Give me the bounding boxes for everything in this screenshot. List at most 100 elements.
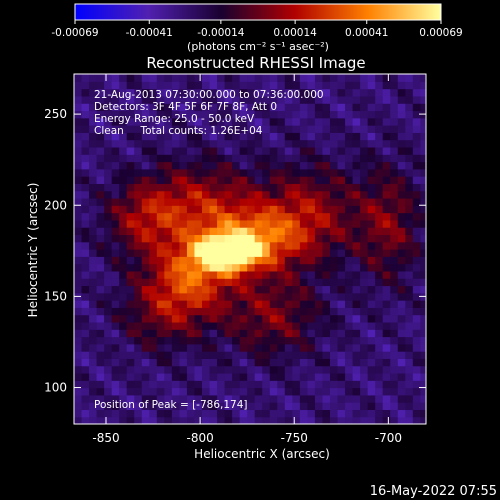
heatmap-cell xyxy=(232,95,241,104)
heatmap-cell xyxy=(171,307,181,316)
heatmap-cell xyxy=(149,154,158,163)
heatmap-cell xyxy=(194,227,203,236)
heatmap-cell xyxy=(254,146,263,155)
heatmap-cell xyxy=(74,351,83,359)
heatmap-cell xyxy=(352,387,361,396)
heatmap-cell xyxy=(89,241,98,250)
heatmap-cell xyxy=(345,197,354,206)
heatmap-cell xyxy=(74,219,83,228)
heatmap-cell xyxy=(111,139,120,148)
heatmap-cell xyxy=(360,351,369,359)
heatmap-cell xyxy=(292,168,301,177)
heatmap-cell xyxy=(375,110,384,119)
heatmap-cell xyxy=(74,387,83,396)
heatmap-cell xyxy=(247,314,256,323)
heatmap-cell xyxy=(405,168,414,177)
heatmap-cell xyxy=(164,190,173,199)
heatmap-cell xyxy=(330,183,339,192)
heatmap-cell xyxy=(104,227,113,236)
heatmap-cell xyxy=(186,168,196,177)
heatmap-cell xyxy=(171,168,181,177)
heatmap-cell xyxy=(179,227,188,236)
heatmap-cell xyxy=(420,154,426,163)
heatmap-cell xyxy=(412,394,421,403)
heatmap-cell xyxy=(322,190,331,199)
heatmap-cell xyxy=(292,197,301,206)
heatmap-cell xyxy=(307,249,316,257)
heatmap-cell xyxy=(104,256,113,265)
heatmap-cell xyxy=(420,402,426,411)
heatmap-cell xyxy=(247,190,256,199)
heatmap-cell xyxy=(149,125,158,133)
heatmap-cell xyxy=(104,380,113,389)
heatmap-cell xyxy=(239,125,248,133)
heatmap-cell xyxy=(262,117,271,126)
heatmap-cell xyxy=(269,380,278,389)
heatmap-cell xyxy=(239,314,248,323)
heatmap-cell xyxy=(156,81,165,90)
heatmap-cell xyxy=(314,95,324,104)
heatmap-cell xyxy=(126,154,135,163)
heatmap-cell xyxy=(269,74,278,82)
heatmap-cell xyxy=(164,256,173,265)
heatmap-cell xyxy=(405,146,414,155)
heatmap-cell xyxy=(322,146,331,155)
heatmap-cell xyxy=(254,285,263,294)
heatmap-cell xyxy=(232,88,241,97)
heatmap-cell xyxy=(179,285,188,294)
heatmap-cell xyxy=(307,256,316,265)
heatmap-cell xyxy=(111,183,120,192)
heatmap-cell xyxy=(352,380,361,389)
heatmap-cell xyxy=(74,212,83,221)
heatmap-cell xyxy=(382,300,391,308)
heatmap-cell xyxy=(247,409,256,418)
heatmap-cell xyxy=(224,263,233,272)
heatmap-cell xyxy=(89,365,98,374)
heatmap-cell xyxy=(141,358,150,367)
heatmap-cell xyxy=(375,256,384,265)
heatmap-cell xyxy=(164,168,173,177)
heatmap-cell xyxy=(119,307,128,316)
heatmap-cell xyxy=(375,132,384,141)
heatmap-cell xyxy=(307,205,316,214)
heatmap-cell xyxy=(269,183,278,192)
heatmap-cell xyxy=(232,402,241,411)
heatmap-cell xyxy=(134,351,143,359)
heatmap-cell xyxy=(141,307,150,316)
heatmap-cell xyxy=(224,176,233,184)
heatmap-cell xyxy=(337,227,346,236)
heatmap-cell xyxy=(382,249,391,257)
heatmap-cell xyxy=(390,227,399,236)
heatmap-cell xyxy=(111,307,120,316)
heatmap-cell xyxy=(119,358,128,367)
heatmap-cell xyxy=(345,95,354,104)
heatmap-cell xyxy=(171,74,181,82)
heatmap-cell xyxy=(202,132,211,141)
heatmap-cell xyxy=(156,227,165,236)
heatmap-cell xyxy=(299,263,309,272)
heatmap-cell xyxy=(262,139,271,148)
heatmap-cell xyxy=(269,351,278,359)
heatmap-cell xyxy=(367,161,376,170)
heatmap-cell xyxy=(262,154,271,163)
heatmap-cell xyxy=(292,212,301,221)
heatmap-cell xyxy=(412,146,421,155)
colorbar-tick-label: 0.00014 xyxy=(273,27,317,39)
heatmap-cell xyxy=(277,161,286,170)
heatmap-cell xyxy=(247,212,256,221)
heatmap-cell xyxy=(247,110,256,119)
heatmap-cell xyxy=(330,249,339,257)
heatmap-cell xyxy=(119,212,128,221)
heatmap-cell xyxy=(390,88,399,97)
heatmap-cell xyxy=(149,380,158,389)
heatmap-cell xyxy=(314,409,324,418)
heatmap-cell xyxy=(405,380,414,389)
heatmap-cell xyxy=(194,161,203,170)
heatmap-cell xyxy=(390,307,399,316)
heatmap-cell xyxy=(314,285,324,294)
heatmap-cell xyxy=(134,154,143,163)
heatmap-cell xyxy=(164,103,173,112)
heatmap-cell xyxy=(330,336,339,345)
heatmap-cell xyxy=(224,88,233,97)
heatmap-cell xyxy=(262,358,271,367)
